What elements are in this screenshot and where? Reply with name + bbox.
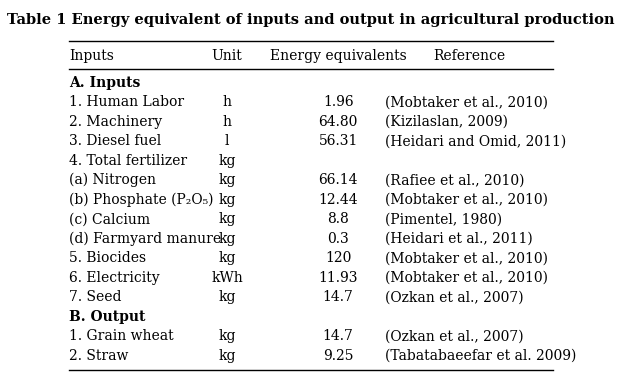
Text: kg: kg bbox=[218, 329, 236, 343]
Text: 56.31: 56.31 bbox=[318, 134, 358, 148]
Text: 4. Total fertilizer: 4. Total fertilizer bbox=[69, 154, 187, 168]
Text: 6. Electricity: 6. Electricity bbox=[69, 271, 160, 285]
Text: 14.7: 14.7 bbox=[323, 290, 353, 304]
Text: 3. Diesel fuel: 3. Diesel fuel bbox=[69, 134, 161, 148]
Text: (a) Nitrogen: (a) Nitrogen bbox=[69, 173, 156, 187]
Text: (Pimentel, 1980): (Pimentel, 1980) bbox=[385, 212, 502, 226]
Text: 66.14: 66.14 bbox=[318, 173, 358, 187]
Text: h: h bbox=[223, 95, 231, 109]
Text: 14.7: 14.7 bbox=[323, 329, 353, 343]
Text: Table 1 Energy equivalent of inputs and output in agricultural production: Table 1 Energy equivalent of inputs and … bbox=[7, 13, 615, 27]
Text: 2. Straw: 2. Straw bbox=[69, 349, 128, 363]
Text: A. Inputs: A. Inputs bbox=[69, 76, 141, 90]
Text: (Rafiee et al., 2010): (Rafiee et al., 2010) bbox=[385, 173, 524, 187]
Text: kg: kg bbox=[218, 193, 236, 207]
Text: Inputs: Inputs bbox=[69, 49, 114, 63]
Text: 1. Grain wheat: 1. Grain wheat bbox=[69, 329, 174, 343]
Text: 12.44: 12.44 bbox=[318, 193, 358, 207]
Text: kg: kg bbox=[218, 290, 236, 304]
Text: 8.8: 8.8 bbox=[327, 212, 349, 226]
Text: kg: kg bbox=[218, 154, 236, 168]
Text: (Kizilaslan, 2009): (Kizilaslan, 2009) bbox=[385, 115, 508, 129]
Text: 1. Human Labor: 1. Human Labor bbox=[69, 95, 184, 109]
Text: (Mobtaker et al., 2010): (Mobtaker et al., 2010) bbox=[385, 271, 548, 285]
Text: 7. Seed: 7. Seed bbox=[69, 290, 121, 304]
Text: (Tabatabaeefar et al. 2009): (Tabatabaeefar et al. 2009) bbox=[385, 349, 577, 363]
Text: kg: kg bbox=[218, 349, 236, 363]
Text: kWh: kWh bbox=[211, 271, 243, 285]
Text: Reference: Reference bbox=[433, 49, 505, 63]
Text: 11.93: 11.93 bbox=[318, 271, 358, 285]
Text: kg: kg bbox=[218, 212, 236, 226]
Text: 5. Biocides: 5. Biocides bbox=[69, 251, 146, 265]
Text: l: l bbox=[225, 134, 230, 148]
Text: 9.25: 9.25 bbox=[323, 349, 353, 363]
Text: Unit: Unit bbox=[211, 49, 243, 63]
Text: (d) Farmyard manure: (d) Farmyard manure bbox=[69, 231, 221, 246]
Text: 120: 120 bbox=[325, 251, 351, 265]
Text: kg: kg bbox=[218, 173, 236, 187]
Text: 64.80: 64.80 bbox=[318, 115, 358, 129]
Text: (Mobtaker et al., 2010): (Mobtaker et al., 2010) bbox=[385, 95, 548, 109]
Text: h: h bbox=[223, 115, 231, 129]
Text: (c) Calcium: (c) Calcium bbox=[69, 212, 150, 226]
Text: (Heidari et al., 2011): (Heidari et al., 2011) bbox=[385, 232, 533, 246]
Text: (Ozkan et al., 2007): (Ozkan et al., 2007) bbox=[385, 290, 524, 304]
Text: kg: kg bbox=[218, 251, 236, 265]
Text: 2. Machinery: 2. Machinery bbox=[69, 115, 162, 129]
Text: (Mobtaker et al., 2010): (Mobtaker et al., 2010) bbox=[385, 193, 548, 207]
Text: (Mobtaker et al., 2010): (Mobtaker et al., 2010) bbox=[385, 251, 548, 265]
Text: (Ozkan et al., 2007): (Ozkan et al., 2007) bbox=[385, 329, 524, 343]
Text: (b) Phosphate (P₂O₅): (b) Phosphate (P₂O₅) bbox=[69, 193, 213, 207]
Text: Energy equivalents: Energy equivalents bbox=[270, 49, 407, 63]
Text: 0.3: 0.3 bbox=[327, 232, 349, 246]
Text: kg: kg bbox=[218, 232, 236, 246]
Text: B. Output: B. Output bbox=[69, 310, 146, 324]
Text: (Heidari and Omid, 2011): (Heidari and Omid, 2011) bbox=[385, 134, 566, 148]
Text: 1.96: 1.96 bbox=[323, 95, 353, 109]
